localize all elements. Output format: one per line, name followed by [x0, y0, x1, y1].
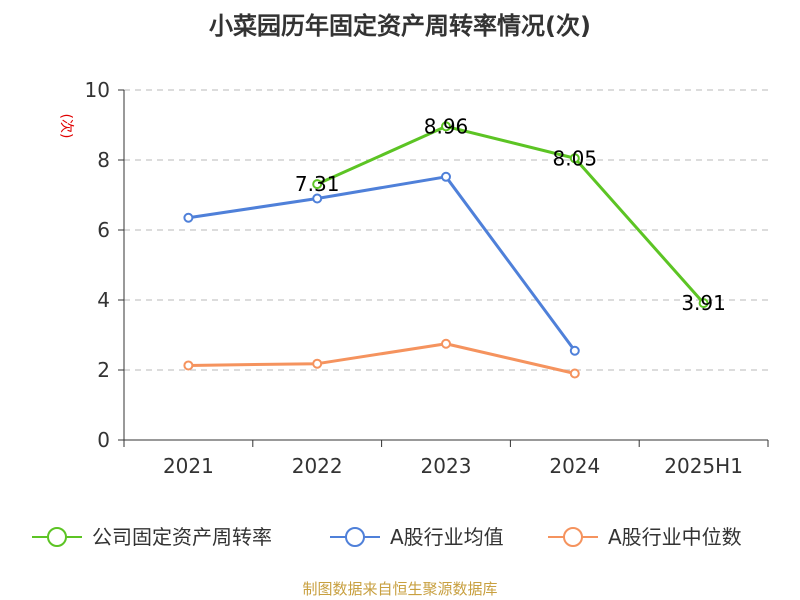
y-tick-label: 0 [97, 428, 110, 452]
series-line-2 [188, 342, 576, 375]
data-point[interactable] [312, 179, 323, 190]
data-point[interactable] [698, 298, 709, 309]
y-tick-label: 4 [97, 288, 110, 312]
data-point[interactable] [183, 212, 194, 223]
legend-marker [47, 527, 67, 547]
data-point[interactable] [569, 345, 580, 356]
legend-item-2[interactable]: A股行业中位数 [548, 525, 742, 549]
legend-label: 公司固定资产周转率 [92, 525, 272, 549]
data-point[interactable] [312, 193, 323, 204]
x-tick-label-2022: 2022 [292, 454, 343, 478]
series-lines [183, 121, 709, 379]
series-line-0 [316, 124, 705, 305]
source-note: 制图数据来自恒生聚源数据库 [302, 580, 497, 598]
data-label: 7.31 [295, 172, 340, 196]
legend[interactable]: 公司固定资产周转率 A股行业均值 A股行业中位数 [32, 525, 742, 549]
series-line-1 [188, 175, 577, 352]
data-point[interactable] [441, 121, 451, 132]
y-tick-label: 6 [97, 218, 110, 242]
chart-title: 小菜园历年固定资产周转率情况(次) [209, 12, 591, 40]
x-tick-label-2024: 2024 [549, 454, 600, 478]
legend-label: A股行业中位数 [608, 525, 742, 549]
axes: 0 2 4 6 8 10 2021 2022 2023 2024 2025H1 [85, 78, 769, 478]
data-point[interactable] [569, 368, 580, 379]
legend-item-0[interactable]: 公司固定资产周转率 [32, 525, 272, 549]
x-tick-label-2023: 2023 [421, 454, 472, 478]
y-tick-label: 8 [97, 148, 110, 172]
data-label: 8.05 [553, 146, 598, 170]
data-point[interactable] [312, 358, 323, 369]
data-point[interactable] [441, 338, 451, 349]
data-point[interactable] [183, 360, 194, 371]
y-tick-label: 10 [85, 78, 110, 102]
data-point[interactable] [569, 153, 580, 164]
y-tick-label: 2 [97, 358, 110, 382]
data-label: 8.96 [424, 114, 469, 138]
x-tick-label-2021: 2021 [163, 454, 214, 478]
x-tick-label-2025H1: 2025H1 [664, 454, 743, 478]
data-label: 3.91 [681, 291, 726, 315]
legend-marker [345, 527, 365, 547]
legend-label: A股行业均值 [390, 525, 504, 549]
legend-marker [563, 527, 583, 547]
data-labels: 7.31 8.96 8.05 3.91 [295, 114, 726, 315]
grid-lines [124, 89, 768, 371]
legend-item-1[interactable]: A股行业均值 [330, 525, 504, 549]
y-axis-label: (次) [58, 114, 74, 139]
data-point[interactable] [441, 171, 451, 182]
